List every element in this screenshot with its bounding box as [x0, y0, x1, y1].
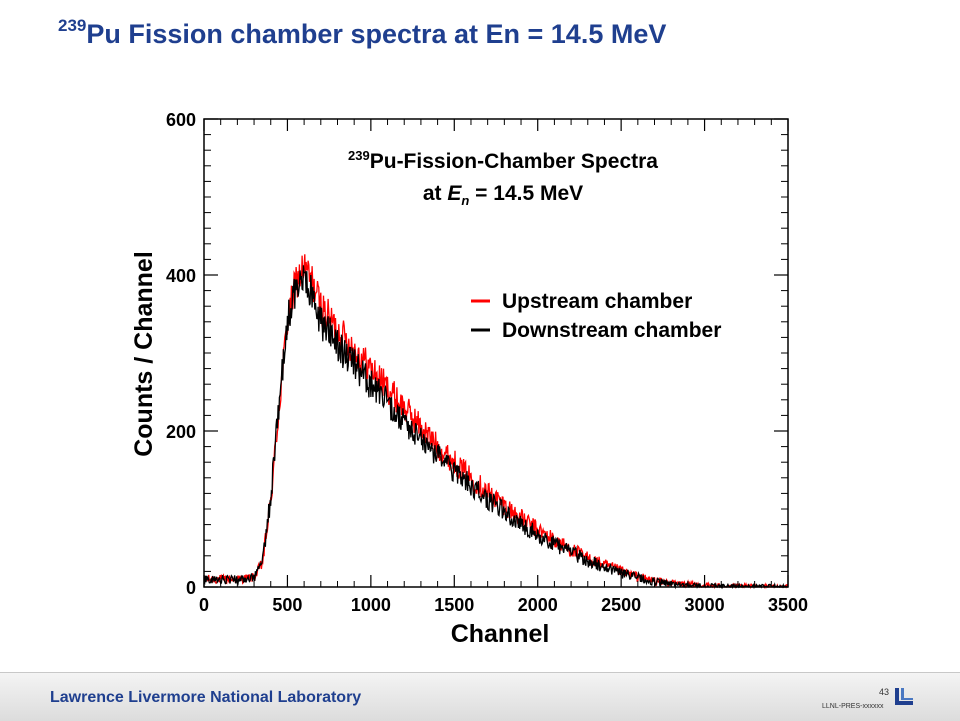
x-tick-label: 1500 — [434, 595, 474, 615]
llnl-logo-icon — [895, 688, 913, 705]
legend-label: Downstream chamber — [502, 319, 721, 342]
tick-labels: 0 500 1000 1500 2000 2500 3000 3500 0 200 400 600 — [166, 110, 808, 615]
chart-title-subscript: n — [461, 193, 469, 208]
x-axis-label: Channel — [451, 620, 550, 648]
ticks-layer — [203, 118, 789, 588]
y-tick-label: 200 — [166, 422, 196, 442]
slide-title-text: Pu Fission chamber spectra at En = 14.5 … — [86, 19, 667, 49]
slide-title-superscript: 239 — [58, 16, 87, 35]
x-tick-label: 1000 — [351, 595, 391, 615]
y-axis-label: Counts / Channel — [130, 251, 158, 457]
slide-title: 239Pu Fission chamber spectra at En = 14… — [58, 16, 667, 50]
page-number: 43 — [879, 687, 890, 697]
chart-title-main: Pu-Fission-Chamber Spectra — [370, 150, 659, 173]
x-tick-label: 0 — [199, 595, 209, 615]
chart-title-prefix: at — [423, 182, 448, 205]
chart-title-variable: E — [447, 182, 462, 205]
x-tick-label: 2000 — [518, 595, 558, 615]
document-id: LLNL-PRES-xxxxxx — [822, 703, 884, 710]
legend-label: Upstream chamber — [502, 290, 692, 313]
y-tick-label: 0 — [186, 578, 196, 598]
chart-title-line2: at En = 14.5 MeV — [423, 182, 583, 208]
lab-name: Lawrence Livermore National Laboratory — [50, 689, 362, 706]
y-tick-label: 600 — [166, 110, 196, 130]
series-layer — [203, 254, 789, 590]
x-tick-label: 3500 — [768, 595, 808, 615]
fission-spectra-chart: 0 500 1000 1500 2000 2500 3000 3500 0 200 400 600 2… — [130, 110, 808, 648]
x-tick-label: 3000 — [685, 595, 725, 615]
y-tick-label: 400 — [166, 266, 196, 286]
x-tick-label: 500 — [272, 595, 302, 615]
x-tick-label: 2500 — [601, 595, 641, 615]
legend: Upstream chamber Downstream chamber — [471, 290, 721, 342]
footer-bar: Lawrence Livermore National Laboratory 4… — [0, 672, 960, 721]
chart-title-superscript: 239 — [348, 148, 370, 163]
chart-title-suffix: = 14.5 MeV — [469, 182, 583, 205]
chart-title-line1: 239Pu-Fission-Chamber Spectra — [348, 148, 658, 173]
series-line-downstream — [203, 265, 788, 590]
